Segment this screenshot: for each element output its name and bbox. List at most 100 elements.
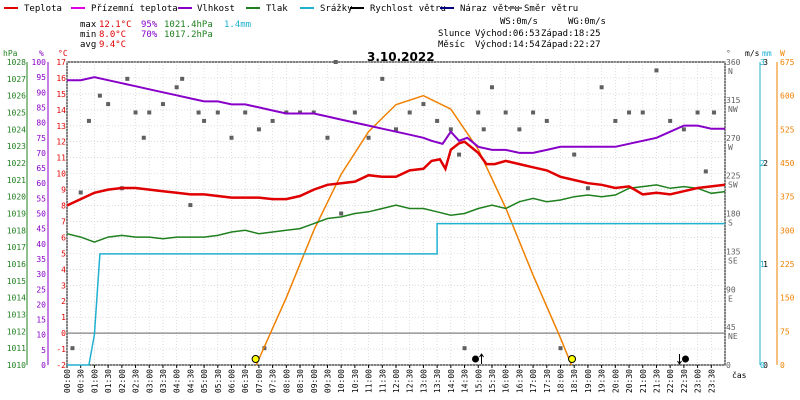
stats-min-temp: 8.0°C <box>99 30 126 40</box>
tick-label-w: 600 <box>780 92 795 101</box>
tick-label-degc: 16 <box>56 74 66 83</box>
time-tick-label: 19:30 <box>598 369 607 393</box>
sunrise-text: Východ:06:53 <box>475 29 540 39</box>
time-tick-label: 22:30 <box>680 369 689 393</box>
stats-max-temp: 12.1°C <box>99 20 132 30</box>
tick-label-pct: 70 <box>36 149 46 158</box>
sun-label: Slunce <box>438 29 471 39</box>
wind-direction-point <box>695 110 700 115</box>
tick-label-degc: 12 <box>56 138 66 147</box>
tick-label-hpa: 1012 <box>7 327 26 336</box>
wind-direction-point <box>640 110 645 115</box>
tick-label-cardinal: NW <box>728 105 738 114</box>
time-tick-label: 19:00 <box>584 369 593 393</box>
tick-label-ms: 0 <box>763 361 768 370</box>
tick-label-ms: 3 <box>763 58 768 67</box>
legend-item-tlak: Tlak <box>266 4 288 14</box>
wind-direction-point <box>476 110 481 115</box>
tick-label-degc: 15 <box>56 90 66 99</box>
tick-label-dir: 225 <box>726 172 741 181</box>
tick-label-degc: 6 <box>61 233 66 242</box>
tick-label-pct: 95 <box>36 73 46 82</box>
tick-label-degc: 4 <box>61 265 66 274</box>
tick-label-dir: 270 <box>726 134 741 143</box>
tick-label-w: 675 <box>780 58 795 67</box>
tick-label-pct: 30 <box>36 270 46 279</box>
wind-direction-point <box>394 127 398 132</box>
moonrise-icon <box>472 355 480 363</box>
legend-item-naraz-vetru: Náraz větru <box>460 4 520 14</box>
wind-direction-point <box>599 85 604 90</box>
time-tick-label: 00:00 <box>63 369 72 393</box>
unit-hpa: hPa <box>3 49 18 58</box>
time-tick-label: 20:00 <box>611 369 620 393</box>
tick-label-pct: 0 <box>41 361 46 370</box>
time-tick-label: 09:00 <box>310 369 319 393</box>
time-tick-label: 15:30 <box>488 369 497 393</box>
stats-min-label: min <box>80 30 96 40</box>
tick-label-pct: 75 <box>36 134 46 143</box>
wind-direction-point <box>86 118 91 123</box>
tick-label-hpa: 1018 <box>7 226 26 235</box>
legend-item-vlhkost: Vlhkost <box>197 4 235 14</box>
time-tick-label: 20:30 <box>625 369 634 393</box>
time-tick-label: 18:30 <box>570 369 579 393</box>
wind-direction-point <box>435 118 440 123</box>
tick-label-hpa: 1017 <box>7 243 26 252</box>
wind-direction-point <box>270 118 275 123</box>
tick-label-w: 75 <box>780 327 790 336</box>
moon-label: Měsíc <box>438 40 465 50</box>
wind-direction-point <box>243 110 248 115</box>
time-tick-label: 05:30 <box>214 369 223 393</box>
tick-label-mm: 0 <box>760 361 765 370</box>
wind-direction-point <box>503 110 508 115</box>
wind-direction-point <box>531 110 536 115</box>
grid <box>66 61 726 366</box>
tick-label-hpa: 1020 <box>7 193 26 202</box>
wind-direction-point <box>188 203 193 208</box>
wind-direction-point <box>457 152 462 157</box>
tick-label-hpa: 1021 <box>7 176 26 185</box>
wind-direction-point <box>380 76 385 81</box>
wind-direction-point <box>229 135 234 140</box>
time-tick-label: 02:30 <box>132 369 141 393</box>
time-tick-label: 16:30 <box>515 369 524 393</box>
tick-label-pct: 45 <box>36 225 46 234</box>
tick-label-pct: 100 <box>32 58 47 67</box>
sunset-text: Západ:18:25 <box>541 29 601 39</box>
time-tick-label: 18:00 <box>557 369 566 393</box>
tick-label-hpa: 1010 <box>7 361 26 370</box>
time-tick-label: 01:00 <box>90 369 99 393</box>
wind-direction-point <box>703 169 708 174</box>
legend-item-rychlost-vetru: Rychlost větru <box>370 4 446 14</box>
temperature-series <box>66 140 726 207</box>
wind-direction-point <box>147 110 152 115</box>
time-tick-label: 06:30 <box>241 369 250 393</box>
wind-direction-point <box>627 110 632 115</box>
tick-label-hpa: 1019 <box>7 210 26 219</box>
time-tick-label: 13:30 <box>433 369 442 393</box>
time-tick-label: 11:00 <box>365 369 374 393</box>
tick-label-dir: 0 <box>726 361 731 370</box>
time-tick-label: 15:00 <box>474 369 483 393</box>
unit-w: W <box>780 49 785 58</box>
wind-direction-points <box>70 60 717 351</box>
wind-direction-point <box>174 85 179 90</box>
time-tick-label: 21:30 <box>652 369 661 393</box>
tick-label-cardinal: W <box>728 143 733 152</box>
time-tick-label: 09:30 <box>323 369 332 393</box>
tick-label-hpa: 1016 <box>7 260 26 269</box>
tick-label-pct: 50 <box>36 210 46 219</box>
tick-label-w: 300 <box>780 226 795 235</box>
tick-label-degc: 8 <box>61 202 66 211</box>
tick-label-pct: 85 <box>36 103 46 112</box>
solar-radiation-series <box>255 94 573 366</box>
stats-max-label: max <box>80 20 97 30</box>
tick-label-degc: 1 <box>61 313 66 322</box>
tick-label-dir: 90 <box>726 285 736 294</box>
stats-min-hum: 70% <box>141 30 158 40</box>
tick-label-dir: 360 <box>726 58 741 67</box>
tick-label-degc: 10 <box>56 170 66 179</box>
tick-label-hpa: 1023 <box>7 142 26 151</box>
wind-direction-point <box>333 60 338 64</box>
